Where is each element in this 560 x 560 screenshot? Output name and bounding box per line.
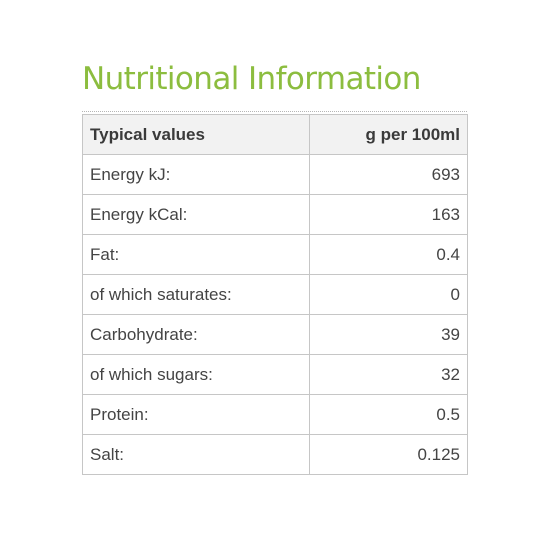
table-row: Energy kJ: 693 (82, 154, 468, 195)
table-row: of which saturates: 0 (82, 274, 468, 315)
row-label-fat: Fat: (82, 234, 310, 275)
row-label-sugars: of which sugars: (82, 354, 310, 395)
row-value-fat: 0.4 (309, 234, 468, 275)
row-value-protein: 0.5 (309, 394, 468, 435)
row-label-energy-kj: Energy kJ: (82, 154, 310, 195)
row-value-energy-kj: 693 (309, 154, 468, 195)
row-value-saturates: 0 (309, 274, 468, 315)
title-divider (82, 111, 467, 112)
page-title: Nutritional Information (82, 61, 421, 97)
table-row: Energy kCal: 163 (82, 194, 468, 235)
header-per-100ml: g per 100ml (309, 114, 468, 155)
row-value-salt: 0.125 (309, 434, 468, 475)
table-row: Salt: 0.125 (82, 434, 468, 475)
row-value-carbohydrate: 39 (309, 314, 468, 355)
row-label-protein: Protein: (82, 394, 310, 435)
row-label-energy-kcal: Energy kCal: (82, 194, 310, 235)
table-row: Fat: 0.4 (82, 234, 468, 275)
row-value-energy-kcal: 163 (309, 194, 468, 235)
row-label-saturates: of which saturates: (82, 274, 310, 315)
header-typical-values: Typical values (82, 114, 310, 155)
row-label-salt: Salt: (82, 434, 310, 475)
nutrition-table: Typical values g per 100ml Energy kJ: 69… (82, 114, 468, 475)
table-row: Protein: 0.5 (82, 394, 468, 435)
table-row: Carbohydrate: 39 (82, 314, 468, 355)
table-header-row: Typical values g per 100ml (82, 114, 468, 155)
row-value-sugars: 32 (309, 354, 468, 395)
table-row: of which sugars: 32 (82, 354, 468, 395)
row-label-carbohydrate: Carbohydrate: (82, 314, 310, 355)
